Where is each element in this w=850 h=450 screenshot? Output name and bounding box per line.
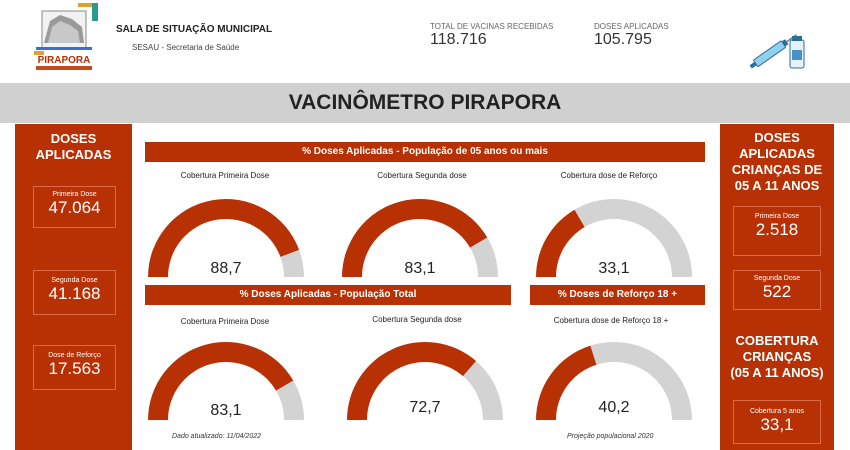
card-segunda-dose: Segunda Dose 41.168 (33, 270, 116, 315)
right-panel-heading-2: APLICADAS (739, 146, 815, 161)
main-title-bar: VACINÔMETRO PIRAPORA (0, 83, 850, 123)
gauge-4-value: 83,1 (210, 402, 242, 419)
gauge-4-fill (148, 342, 294, 420)
card-segunda-dose-value: 41.168 (48, 284, 101, 303)
gauge-1-track (280, 249, 304, 277)
gauge-5-value: 72,7 (409, 399, 441, 416)
header-title: SALA DE SITUAÇÃO MUNICIPAL (116, 24, 273, 35)
card-dose-reforco-label: Dose de Reforço (48, 352, 101, 359)
footnote-projection: Projeção populacional 2020 (567, 433, 654, 440)
card-primeira-dose: Primeira Dose 47.064 (33, 186, 116, 228)
gauge-2-fill (342, 199, 488, 277)
right-coverage-heading-3: (05 A 11 ANOS) (730, 365, 824, 380)
card-primeira-dose-value: 47.064 (48, 198, 101, 217)
gauge-3-fill (536, 209, 585, 277)
gauge-1-fill (148, 199, 300, 277)
gauge-1-value: 88,7 (210, 260, 242, 277)
right-panel-heading-1: DOSES (754, 130, 800, 145)
footnote-updated: Dado atualizado: 11/04/2022 (172, 433, 261, 440)
header-subtitle: SESAU - Secretaria de Saúde (132, 43, 240, 52)
gauge-6 (536, 342, 692, 420)
card-criancas-segunda-dose-value: 522 (762, 282, 792, 301)
header: PIRAPORA SALA DE SITUAÇÃO MUNICIPAL SESA… (0, 0, 850, 80)
gauge-4 (148, 342, 304, 420)
main-title: VACINÔMETRO PIRAPORA (288, 91, 562, 114)
gauge-6-track (590, 342, 692, 420)
gauge-4-title: Cobertura Primeira Dose (180, 317, 270, 326)
pirapora-logo: PIRAPORA (34, 3, 98, 70)
right-panel-heading-3: CRIANÇAS DE (731, 162, 823, 177)
gauge-3 (536, 199, 692, 277)
card-cobertura-5-anos-label: Cobertura 5 anos (749, 408, 805, 415)
gauge-2-title: Cobertura Segunda dose (377, 171, 467, 180)
kpi-applied-label: DOSES APLICADAS (594, 22, 669, 31)
section-reforco-18: % Doses de Reforço 18 + (530, 285, 705, 305)
gauge-2-track (470, 237, 498, 277)
card-criancas-primeira-dose-value: 2.518 (755, 220, 799, 239)
gauge-3-value: 33,1 (598, 260, 630, 277)
gauge-5 (347, 342, 503, 420)
gauge-3-title: Cobertura dose de Reforço (560, 171, 658, 180)
right-coverage-heading-1: COBERTURA (735, 333, 819, 348)
section-pop-total: % Doses Aplicadas - População Total (145, 285, 511, 305)
kpi-total-received-value: 118.716 (430, 31, 487, 48)
logo-text: PIRAPORA (38, 55, 91, 66)
section-pop-5-anos: % Doses Aplicadas - População de 05 anos… (145, 142, 705, 162)
vaccine-syringe-icon (749, 34, 805, 69)
card-segunda-dose-label: Segunda Dose (51, 277, 98, 284)
kpi-total-received-label: TOTAL DE VACINAS RECEBIDAS (430, 22, 554, 31)
left-panel-doses: DOSES APLICADAS Primeira Dose 47.064 Seg… (15, 124, 132, 450)
card-dose-reforco-value: 17.563 (48, 359, 101, 378)
card-cobertura-5-anos: Cobertura 5 anos 33,1 (733, 400, 821, 444)
gauge-2-value: 83,1 (404, 260, 436, 277)
gauge-3-track (574, 199, 692, 277)
card-criancas-primeira-dose-label: Primeira Dose (754, 213, 800, 220)
right-coverage-heading-2: CRIANÇAS (742, 349, 812, 364)
card-criancas-primeira-dose: Primeira Dose 2.518 (733, 206, 821, 256)
right-panel-heading-4: 05 A 11 ANOS (734, 178, 820, 193)
left-panel-heading-1: DOSES (50, 131, 97, 146)
gauge-2 (342, 199, 498, 277)
gauge-5-title: Cobertura Segunda dose (372, 315, 462, 324)
gauge-6-fill (536, 345, 597, 420)
card-cobertura-5-anos-value: 33,1 (760, 415, 794, 434)
gauge-5-track (462, 361, 503, 420)
gauge-6-value: 40,2 (598, 399, 630, 416)
card-criancas-segunda-dose: Segunda Dose 522 (733, 270, 821, 310)
gauge-5-fill (347, 342, 477, 420)
gauge-6-title: Cobertura dose de Reforço 18 + (553, 316, 669, 325)
card-criancas-segunda-dose-label: Segunda Dose (753, 275, 801, 282)
card-primeira-dose-label: Primeira Dose (52, 191, 97, 198)
right-panel-criancas: DOSES APLICADAS CRIANÇAS DE 05 A 11 ANOS… (720, 124, 834, 450)
gauge-1 (148, 199, 304, 277)
gauge-1-title: Cobertura Primeira Dose (180, 171, 270, 180)
card-dose-reforco: Dose de Reforço 17.563 (33, 345, 116, 390)
left-panel-heading-2: APLICADAS (35, 147, 112, 162)
kpi-applied-value: 105.795 (594, 31, 652, 48)
gauge-4-track (276, 380, 304, 420)
